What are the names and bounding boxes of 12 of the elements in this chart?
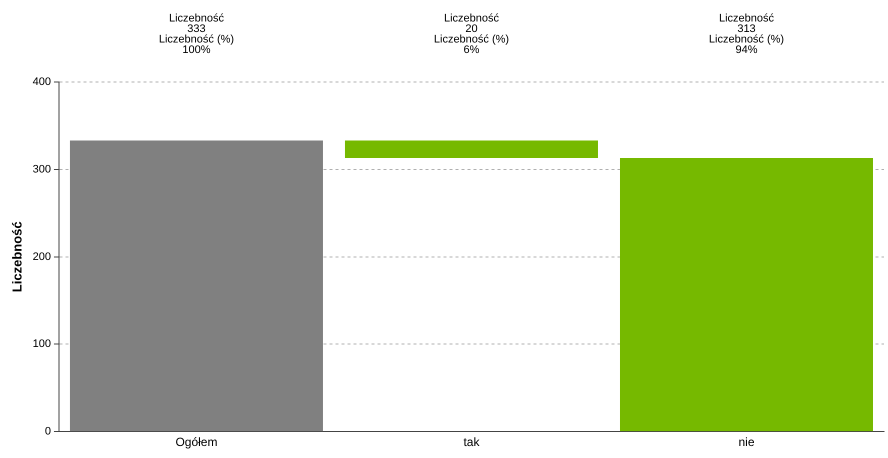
x-tick-label: Ogółem bbox=[175, 435, 218, 450]
x-tick-label: tak bbox=[463, 435, 480, 450]
data-label: Liczebność 20 Liczebność (%) 6% bbox=[434, 12, 510, 56]
y-tick-label: 0 bbox=[44, 426, 51, 438]
data-label: Liczebność 333 Liczebność (%) 100% bbox=[158, 12, 234, 56]
y-tick-label: 100 bbox=[32, 338, 51, 350]
y-tick-label: 200 bbox=[32, 250, 51, 263]
data-label: Liczebność 313 Liczebność (%) 94% bbox=[708, 12, 784, 56]
y-axis-title: Liczebność bbox=[9, 221, 24, 292]
y-tick-label: 300 bbox=[32, 163, 51, 176]
x-tick-label: nie bbox=[738, 435, 755, 450]
y-tick-label: 400 bbox=[32, 76, 51, 88]
